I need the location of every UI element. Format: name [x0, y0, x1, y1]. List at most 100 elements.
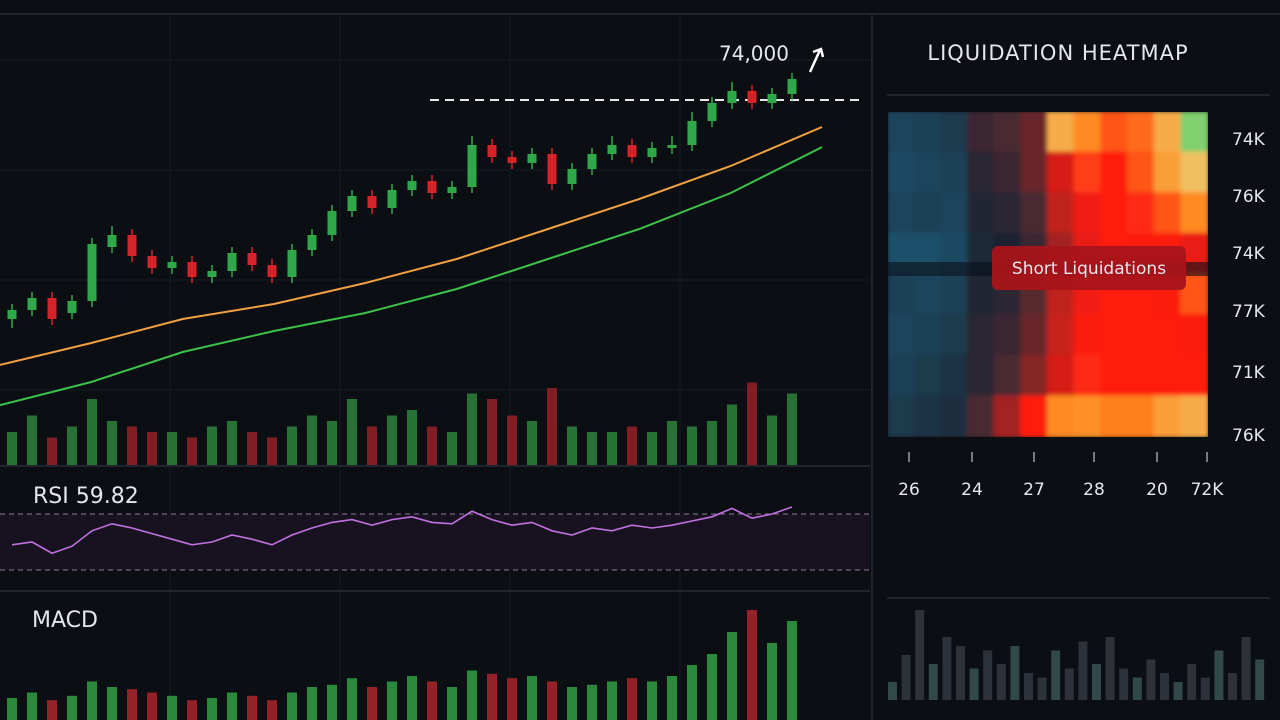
candle-body [587, 154, 597, 169]
heatmap-cell [1127, 314, 1156, 357]
volume-bar [147, 432, 157, 465]
depth-bar [1105, 637, 1115, 700]
volume-bar [467, 393, 477, 465]
depth-bar [969, 668, 979, 700]
heatmap-cell [1100, 112, 1129, 154]
heatmap-cell [1180, 112, 1208, 154]
candle-body [707, 103, 717, 121]
heatmap-cell [913, 395, 943, 437]
candle-body [667, 145, 677, 148]
macd-bar [747, 610, 757, 720]
heatmap-cell [1047, 151, 1076, 195]
candle-body [567, 169, 577, 184]
macd-bar [27, 692, 37, 720]
heatmap-cell [888, 273, 916, 317]
macd-bar [547, 681, 557, 720]
macd-bar [467, 670, 477, 720]
heatmap-cell [993, 395, 1023, 437]
candle-body [187, 262, 197, 277]
heatmap-cell [1073, 112, 1103, 154]
heatmap-cell [1020, 314, 1049, 357]
heatmap-cell [1100, 151, 1129, 195]
depth-bar [1187, 664, 1197, 700]
heatmap-cell [888, 354, 916, 398]
volume-bar [427, 426, 437, 465]
heatmap-cell [1127, 192, 1156, 235]
depth-bar [888, 682, 897, 700]
heatmap-cell [940, 151, 969, 195]
macd-bar [627, 678, 637, 720]
heatmap-cell [1153, 151, 1183, 195]
heatmap-cell [993, 192, 1023, 235]
heatmap-y-label: 74K [1232, 130, 1266, 150]
volume-bar [107, 421, 117, 465]
volume-bar [227, 421, 237, 465]
tooltip-box [992, 246, 1186, 290]
candle-body [547, 154, 557, 184]
candle-body [367, 196, 377, 208]
heatmap-cell [1180, 395, 1208, 437]
macd-bar [127, 689, 137, 720]
volume-bar [547, 388, 557, 465]
heatmap-cell [1127, 112, 1156, 154]
heatmap-x-label: 72K [1191, 480, 1225, 500]
heatmap-cell [1020, 192, 1049, 235]
candle-body [427, 181, 437, 193]
candle-body [107, 235, 117, 247]
depth-bar [1078, 641, 1088, 700]
depth-bar [942, 637, 952, 700]
depth-bar [996, 664, 1006, 700]
heatmap-cell [940, 395, 969, 437]
volume-bar [207, 426, 217, 465]
heatmap-y-label: 71K [1232, 363, 1266, 383]
candle-body [327, 211, 337, 235]
volume-bar [7, 432, 17, 465]
heatmap-cell [1047, 112, 1076, 154]
heatmap-cell [967, 395, 996, 437]
rsi-line [11, 506, 793, 555]
candle-body [87, 244, 97, 301]
macd-bar [7, 698, 17, 720]
volume-bar [787, 393, 797, 465]
heatmap-cell [888, 192, 916, 235]
volume-bar [287, 426, 297, 465]
volume-bar [627, 426, 637, 465]
candle-body [347, 196, 357, 211]
heatmap-y-label: 76K [1232, 187, 1266, 207]
depth-bar [928, 664, 938, 700]
depth-bar [956, 646, 965, 700]
heatmap [888, 112, 1208, 437]
candle-body [687, 121, 697, 145]
heatmap-cell [1127, 395, 1156, 437]
macd-bar [287, 692, 297, 720]
depth-bar [1241, 637, 1251, 700]
candle-body [607, 145, 617, 154]
heatmap-x-label: 26 [898, 480, 920, 500]
macd-bar [47, 700, 57, 720]
volume-bar [367, 426, 377, 465]
depth-bar [1200, 677, 1210, 700]
candle-body [67, 301, 77, 313]
macd-bar [327, 684, 337, 720]
candle-body [507, 157, 517, 163]
candle-body [287, 250, 297, 277]
candle-body [147, 256, 157, 268]
grid [0, 14, 870, 720]
candle-body [167, 262, 177, 268]
heatmap-cell [1073, 395, 1103, 437]
heatmap-cell [913, 151, 943, 195]
candle-body [407, 181, 417, 190]
candle-body [47, 298, 57, 319]
depth-bar [1146, 659, 1156, 700]
macd-bar [587, 684, 597, 720]
macd-bar [347, 678, 357, 720]
candle-body [727, 91, 737, 103]
heatmap-cell [1020, 112, 1049, 154]
macd-bar [407, 676, 417, 720]
macd-bar [387, 681, 397, 720]
depth-bar [1132, 677, 1142, 700]
depth-bar [1119, 668, 1129, 700]
heatmap-cell [1047, 192, 1076, 235]
moving-average [0, 146, 823, 407]
candle-body [487, 145, 497, 157]
